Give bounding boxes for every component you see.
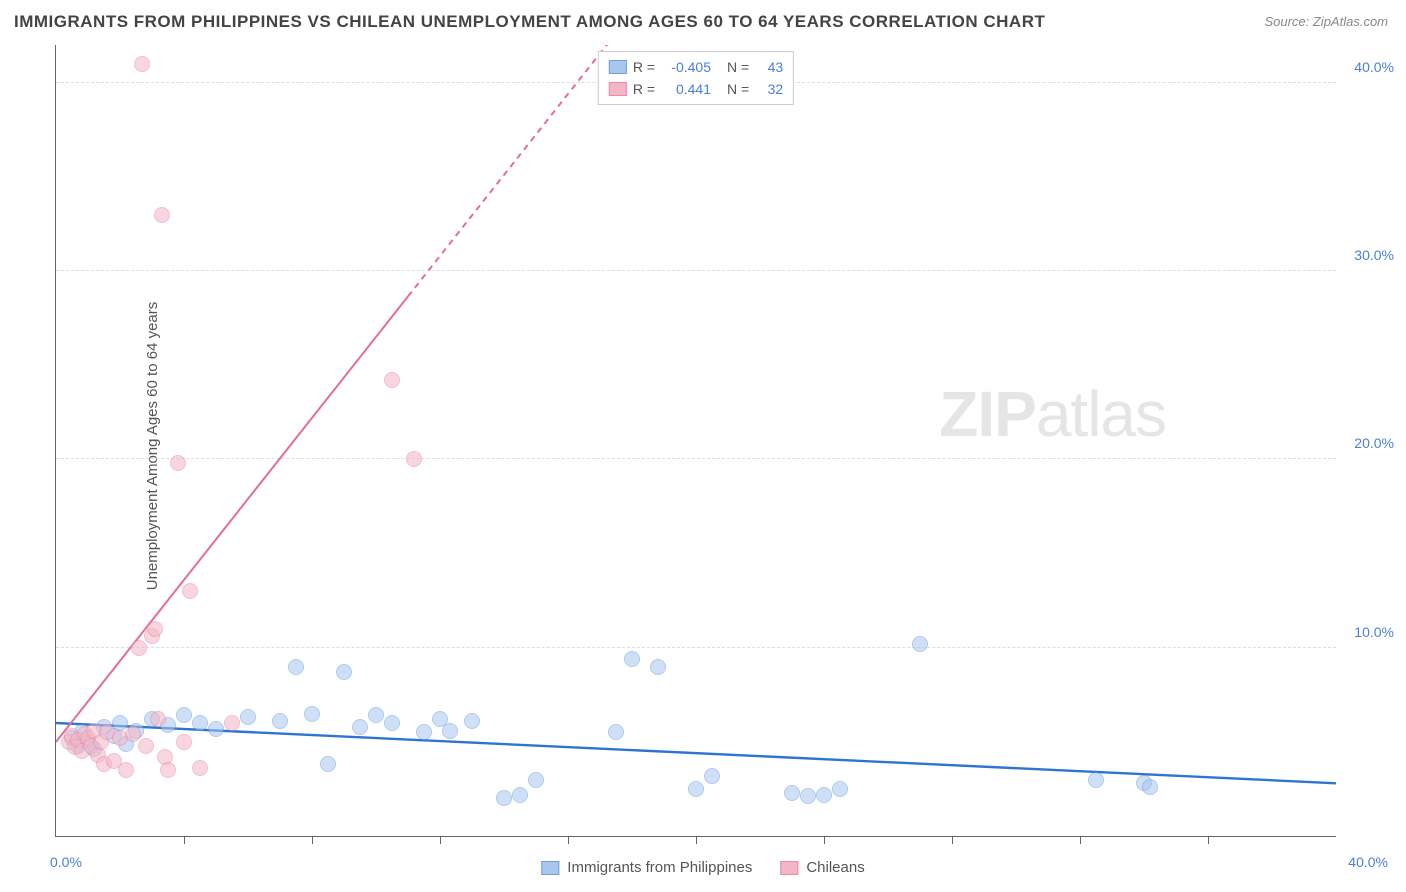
legend-n-label: N = [727,78,749,100]
data-point [704,768,720,784]
data-point [416,724,432,740]
legend-row: R = -0.405 N = 43 [609,56,783,78]
data-point [688,781,704,797]
data-point [800,788,816,804]
chart-title: IMMIGRANTS FROM PHILIPPINES VS CHILEAN U… [14,12,1045,32]
x-tick [1208,836,1209,844]
data-point [784,785,800,801]
y-tick-label: 10.0% [1354,624,1394,640]
data-point [1142,779,1158,795]
data-point [406,451,422,467]
legend-row: R = 0.441 N = 32 [609,78,783,100]
y-tick-label: 40.0% [1354,59,1394,75]
x-axis-max-label: 40.0% [1348,854,1388,870]
data-point [131,640,147,656]
legend-r-label: R = [633,56,655,78]
data-point [192,715,208,731]
data-point [496,790,512,806]
data-point [912,636,928,652]
x-tick [440,836,441,844]
data-point [832,781,848,797]
data-point [272,713,288,729]
data-point [624,651,640,667]
watermark: ZIPatlas [939,377,1166,451]
data-point [608,724,624,740]
chart-plot-area: ZIPatlas R =-0.405N =43R =0.441N =32 10.… [55,45,1336,837]
data-point [240,709,256,725]
legend-item-philippines: Immigrants from Philippines [541,859,752,876]
data-point [154,207,170,223]
data-point [650,659,666,675]
x-tick [184,836,185,844]
data-point [320,756,336,772]
data-point [176,734,192,750]
legend-swatch-icon [609,82,627,96]
data-point [384,715,400,731]
data-point [368,707,384,723]
data-point [512,787,528,803]
legend-swatch-icon [609,60,627,74]
data-point [138,738,154,754]
x-tick [824,836,825,844]
legend-r-label: R = [633,78,655,100]
data-point [304,706,320,722]
data-point [192,760,208,776]
legend-label: Chileans [806,859,864,876]
data-point [528,772,544,788]
series-legend: Immigrants from Philippines Chileans [541,859,864,876]
x-tick [312,836,313,844]
data-point [160,762,176,778]
legend-swatch-icon [780,861,798,875]
legend-r-value: 0.441 [661,78,711,100]
data-point [288,659,304,675]
x-tick [952,836,953,844]
legend-swatch-icon [541,861,559,875]
data-point [816,787,832,803]
data-point [1088,772,1104,788]
legend-n-value: 43 [755,56,783,78]
data-point [134,56,150,72]
legend-n-label: N = [727,56,749,78]
data-point [176,707,192,723]
x-axis-min-label: 0.0% [50,854,82,870]
x-tick [696,836,697,844]
data-point [150,711,166,727]
grid-line [56,647,1336,648]
data-point [118,762,134,778]
data-point [384,372,400,388]
x-tick [1080,836,1081,844]
legend-r-value: -0.405 [661,56,711,78]
grid-line [56,458,1336,459]
data-point [147,621,163,637]
data-point [170,455,186,471]
data-point [224,715,240,731]
y-tick-label: 30.0% [1354,247,1394,263]
source-label: Source: ZipAtlas.com [1264,14,1388,29]
legend-item-chileans: Chileans [780,859,864,876]
data-point [182,583,198,599]
data-point [442,723,458,739]
y-tick-label: 20.0% [1354,435,1394,451]
legend-label: Immigrants from Philippines [567,859,752,876]
data-point [336,664,352,680]
data-point [352,719,368,735]
grid-line [56,270,1336,271]
data-point [208,721,224,737]
x-tick [568,836,569,844]
legend-n-value: 32 [755,78,783,100]
correlation-legend: R = -0.405 N = 43 R = 0.441 N = 32 [598,51,794,105]
data-point [464,713,480,729]
